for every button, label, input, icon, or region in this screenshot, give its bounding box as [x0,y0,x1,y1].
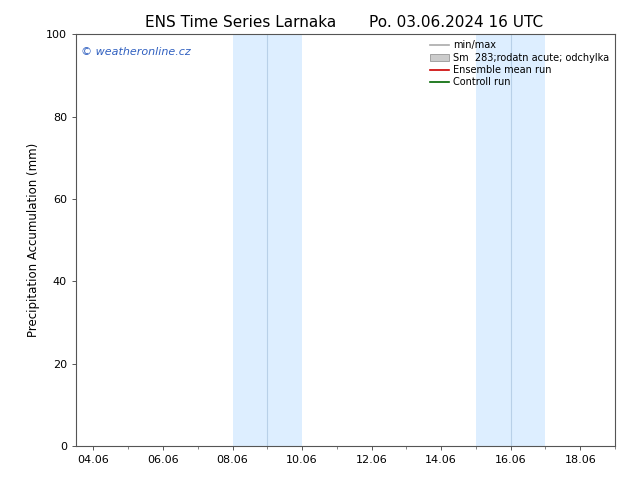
Bar [233,34,268,446]
Text: Po. 03.06.2024 16 UTC: Po. 03.06.2024 16 UTC [370,15,543,30]
Y-axis label: Precipitation Accumulation (mm): Precipitation Accumulation (mm) [27,143,41,337]
Text: ENS Time Series Larnaka: ENS Time Series Larnaka [145,15,337,30]
Bar [268,34,302,446]
Bar [476,34,510,446]
Text: © weatheronline.cz: © weatheronline.cz [81,47,191,57]
Legend: min/max, Sm  283;rodatn acute; odchylka, Ensemble mean run, Controll run: min/max, Sm 283;rodatn acute; odchylka, … [426,36,613,91]
Bar [510,34,545,446]
